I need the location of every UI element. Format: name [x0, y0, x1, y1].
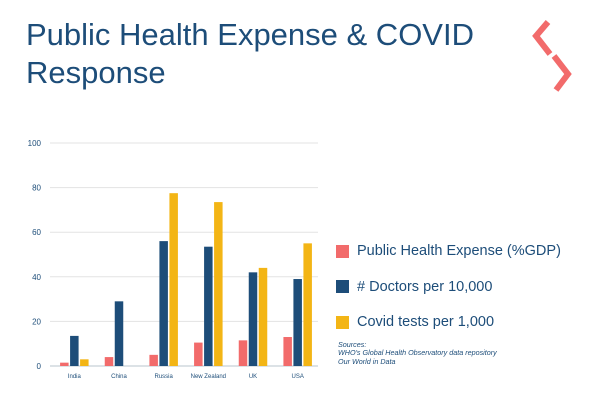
legend-label: # Doctors per 10,000 — [357, 278, 493, 295]
brand-logo-icon — [532, 20, 572, 92]
legend-label: Covid tests per 1,000 — [357, 314, 495, 330]
x-tick-label: New Zealand — [191, 374, 226, 380]
bar — [149, 354, 158, 366]
y-tick-label: 100 — [28, 139, 42, 148]
y-tick-label: 0 — [37, 362, 42, 371]
sources-note: Sources: WHO's Global Health Observatory… — [338, 340, 497, 366]
bar — [80, 359, 89, 366]
bar — [70, 335, 79, 366]
sources-line: WHO's Global Health Observatory data rep… — [338, 348, 497, 358]
legend: Public Health Expense (%GDP) # Doctors pe… — [336, 240, 561, 347]
y-tick-label: 20 — [32, 317, 41, 326]
bar — [104, 357, 114, 366]
chart-title: Public Health Expense & COVID Response — [26, 17, 474, 90]
bar — [169, 193, 178, 366]
x-tick-label: Russia — [154, 374, 173, 380]
logo-stroke-lower — [551, 54, 572, 92]
legend-item: Covid tests per 1,000 — [336, 311, 561, 333]
bar — [214, 202, 223, 366]
x-tick-label: USA — [291, 374, 303, 380]
y-tick-label: 40 — [32, 273, 41, 282]
bar — [194, 342, 203, 366]
bar — [248, 272, 258, 366]
y-tick-label: 80 — [32, 184, 41, 193]
legend-swatch — [336, 280, 349, 293]
bar — [60, 362, 69, 366]
legend-label: Public Health Expense (%GDP) — [357, 243, 561, 259]
legend-swatch — [336, 244, 349, 258]
x-tick-label: UK — [249, 374, 257, 380]
bar — [303, 243, 312, 366]
legend-item: Public Health Expense (%GDP) — [336, 240, 561, 262]
y-tick-label: 60 — [32, 228, 41, 237]
legend-swatch — [336, 315, 349, 329]
bar — [293, 279, 302, 366]
bar — [258, 267, 268, 366]
logo-stroke-upper — [532, 20, 553, 56]
bar — [114, 301, 124, 366]
bar — [204, 246, 213, 366]
x-tick-label: China — [111, 374, 127, 380]
bar — [238, 340, 248, 366]
legend-item: # Doctors per 10,000 — [336, 276, 561, 298]
bar — [159, 241, 168, 366]
sources-line: Sources: — [338, 340, 367, 349]
x-tick-label: India — [68, 374, 82, 380]
sources-line: Our World in Data — [338, 356, 396, 366]
bar — [283, 337, 292, 366]
